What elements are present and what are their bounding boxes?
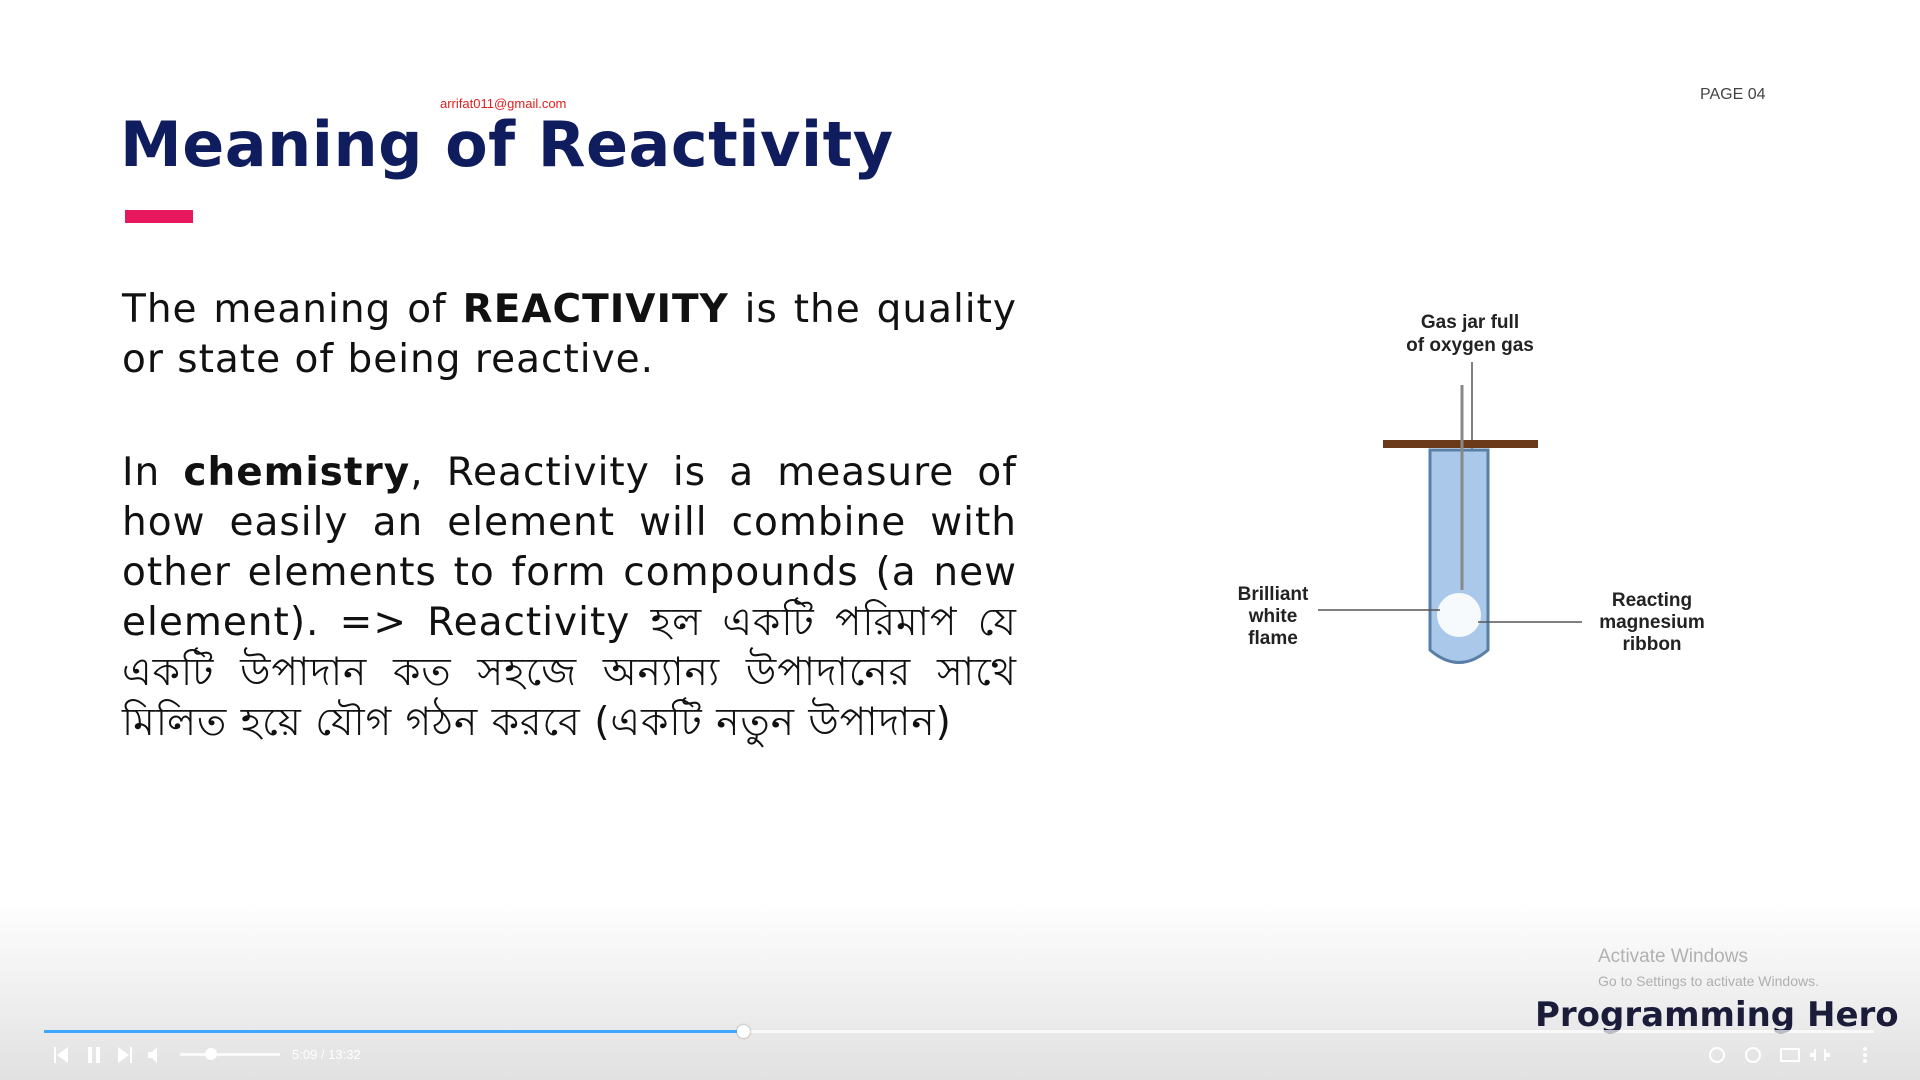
flame <box>1437 593 1481 637</box>
paragraph: The meaning of REACTIVITY is the quality… <box>122 285 1017 385</box>
label: Gas jar full <box>1421 312 1519 333</box>
email: arrifat011@gmail.com <box>440 96 567 111</box>
diagram: Gas jar full of oxygen gas Brilliant whi… <box>1238 312 1705 664</box>
player-buttons <box>54 1047 157 1063</box>
text: is the quality or state of being reactiv… <box>122 287 1018 382</box>
text: , Reactivity is a measure of how easily … <box>122 450 1017 745</box>
controls-shade <box>0 900 1920 1080</box>
player-right-buttons <box>1709 1047 1867 1063</box>
label: ribbon <box>1622 634 1681 655</box>
label: flame <box>1248 628 1298 649</box>
more-button[interactable] <box>1863 1047 1867 1063</box>
progress-played <box>44 1030 744 1033</box>
page-label: PAGE 04 <box>1700 86 1766 103</box>
progress-knob[interactable] <box>737 1025 750 1038</box>
previous-button[interactable] <box>54 1047 68 1063</box>
watermark: Go to Settings to activate Windows. <box>1598 973 1819 989</box>
watermark: Activate Windows <box>1598 946 1748 967</box>
label: white <box>1248 606 1298 627</box>
accent-bar <box>125 210 193 223</box>
text: The meaning of <box>122 287 463 332</box>
pause-button[interactable] <box>88 1047 100 1063</box>
slide-title: Meaning of Reactivity <box>120 108 894 181</box>
theater-button[interactable] <box>1780 1048 1800 1062</box>
next-button[interactable] <box>118 1047 132 1063</box>
volume-slider[interactable] <box>180 1053 280 1056</box>
volume-knob[interactable] <box>205 1048 217 1060</box>
brand-logo: Programming Hero <box>1535 995 1899 1035</box>
progress-track[interactable] <box>44 1030 1874 1033</box>
forward-button[interactable] <box>1745 1047 1761 1063</box>
label: Brilliant <box>1238 584 1309 605</box>
label: magnesium <box>1599 612 1705 633</box>
bold-text: chemistry <box>183 450 411 495</box>
label: of oxygen gas <box>1406 335 1534 356</box>
paragraph: In chemistry, Reactivity is a measure of… <box>122 448 1017 748</box>
label: Reacting <box>1612 590 1692 611</box>
rewind-button[interactable] <box>1709 1047 1725 1063</box>
fullscreen-button[interactable] <box>1810 1049 1830 1061</box>
time-display: 5:09 / 13:32 <box>292 1047 361 1062</box>
bold-text: REACTIVITY <box>462 287 729 332</box>
volume-button[interactable] <box>148 1047 157 1063</box>
text: In <box>122 450 184 495</box>
